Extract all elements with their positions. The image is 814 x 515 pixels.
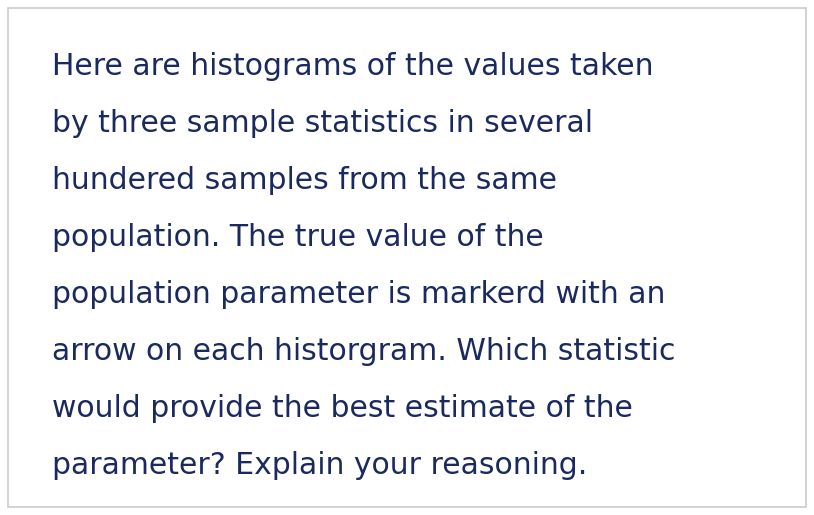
Text: parameter? Explain your reasoning.: parameter? Explain your reasoning. (52, 451, 588, 480)
Text: Here are histograms of the values taken: Here are histograms of the values taken (52, 52, 654, 81)
Text: by three sample statistics in several: by three sample statistics in several (52, 109, 593, 138)
FancyBboxPatch shape (8, 8, 806, 507)
Text: population. The true value of the: population. The true value of the (52, 223, 544, 252)
Text: hundered samples from the same: hundered samples from the same (52, 166, 557, 195)
Text: arrow on each historgram. Which statistic: arrow on each historgram. Which statisti… (52, 337, 676, 366)
Text: would provide the best estimate of the: would provide the best estimate of the (52, 394, 632, 423)
Text: population parameter is markerd with an: population parameter is markerd with an (52, 280, 665, 309)
